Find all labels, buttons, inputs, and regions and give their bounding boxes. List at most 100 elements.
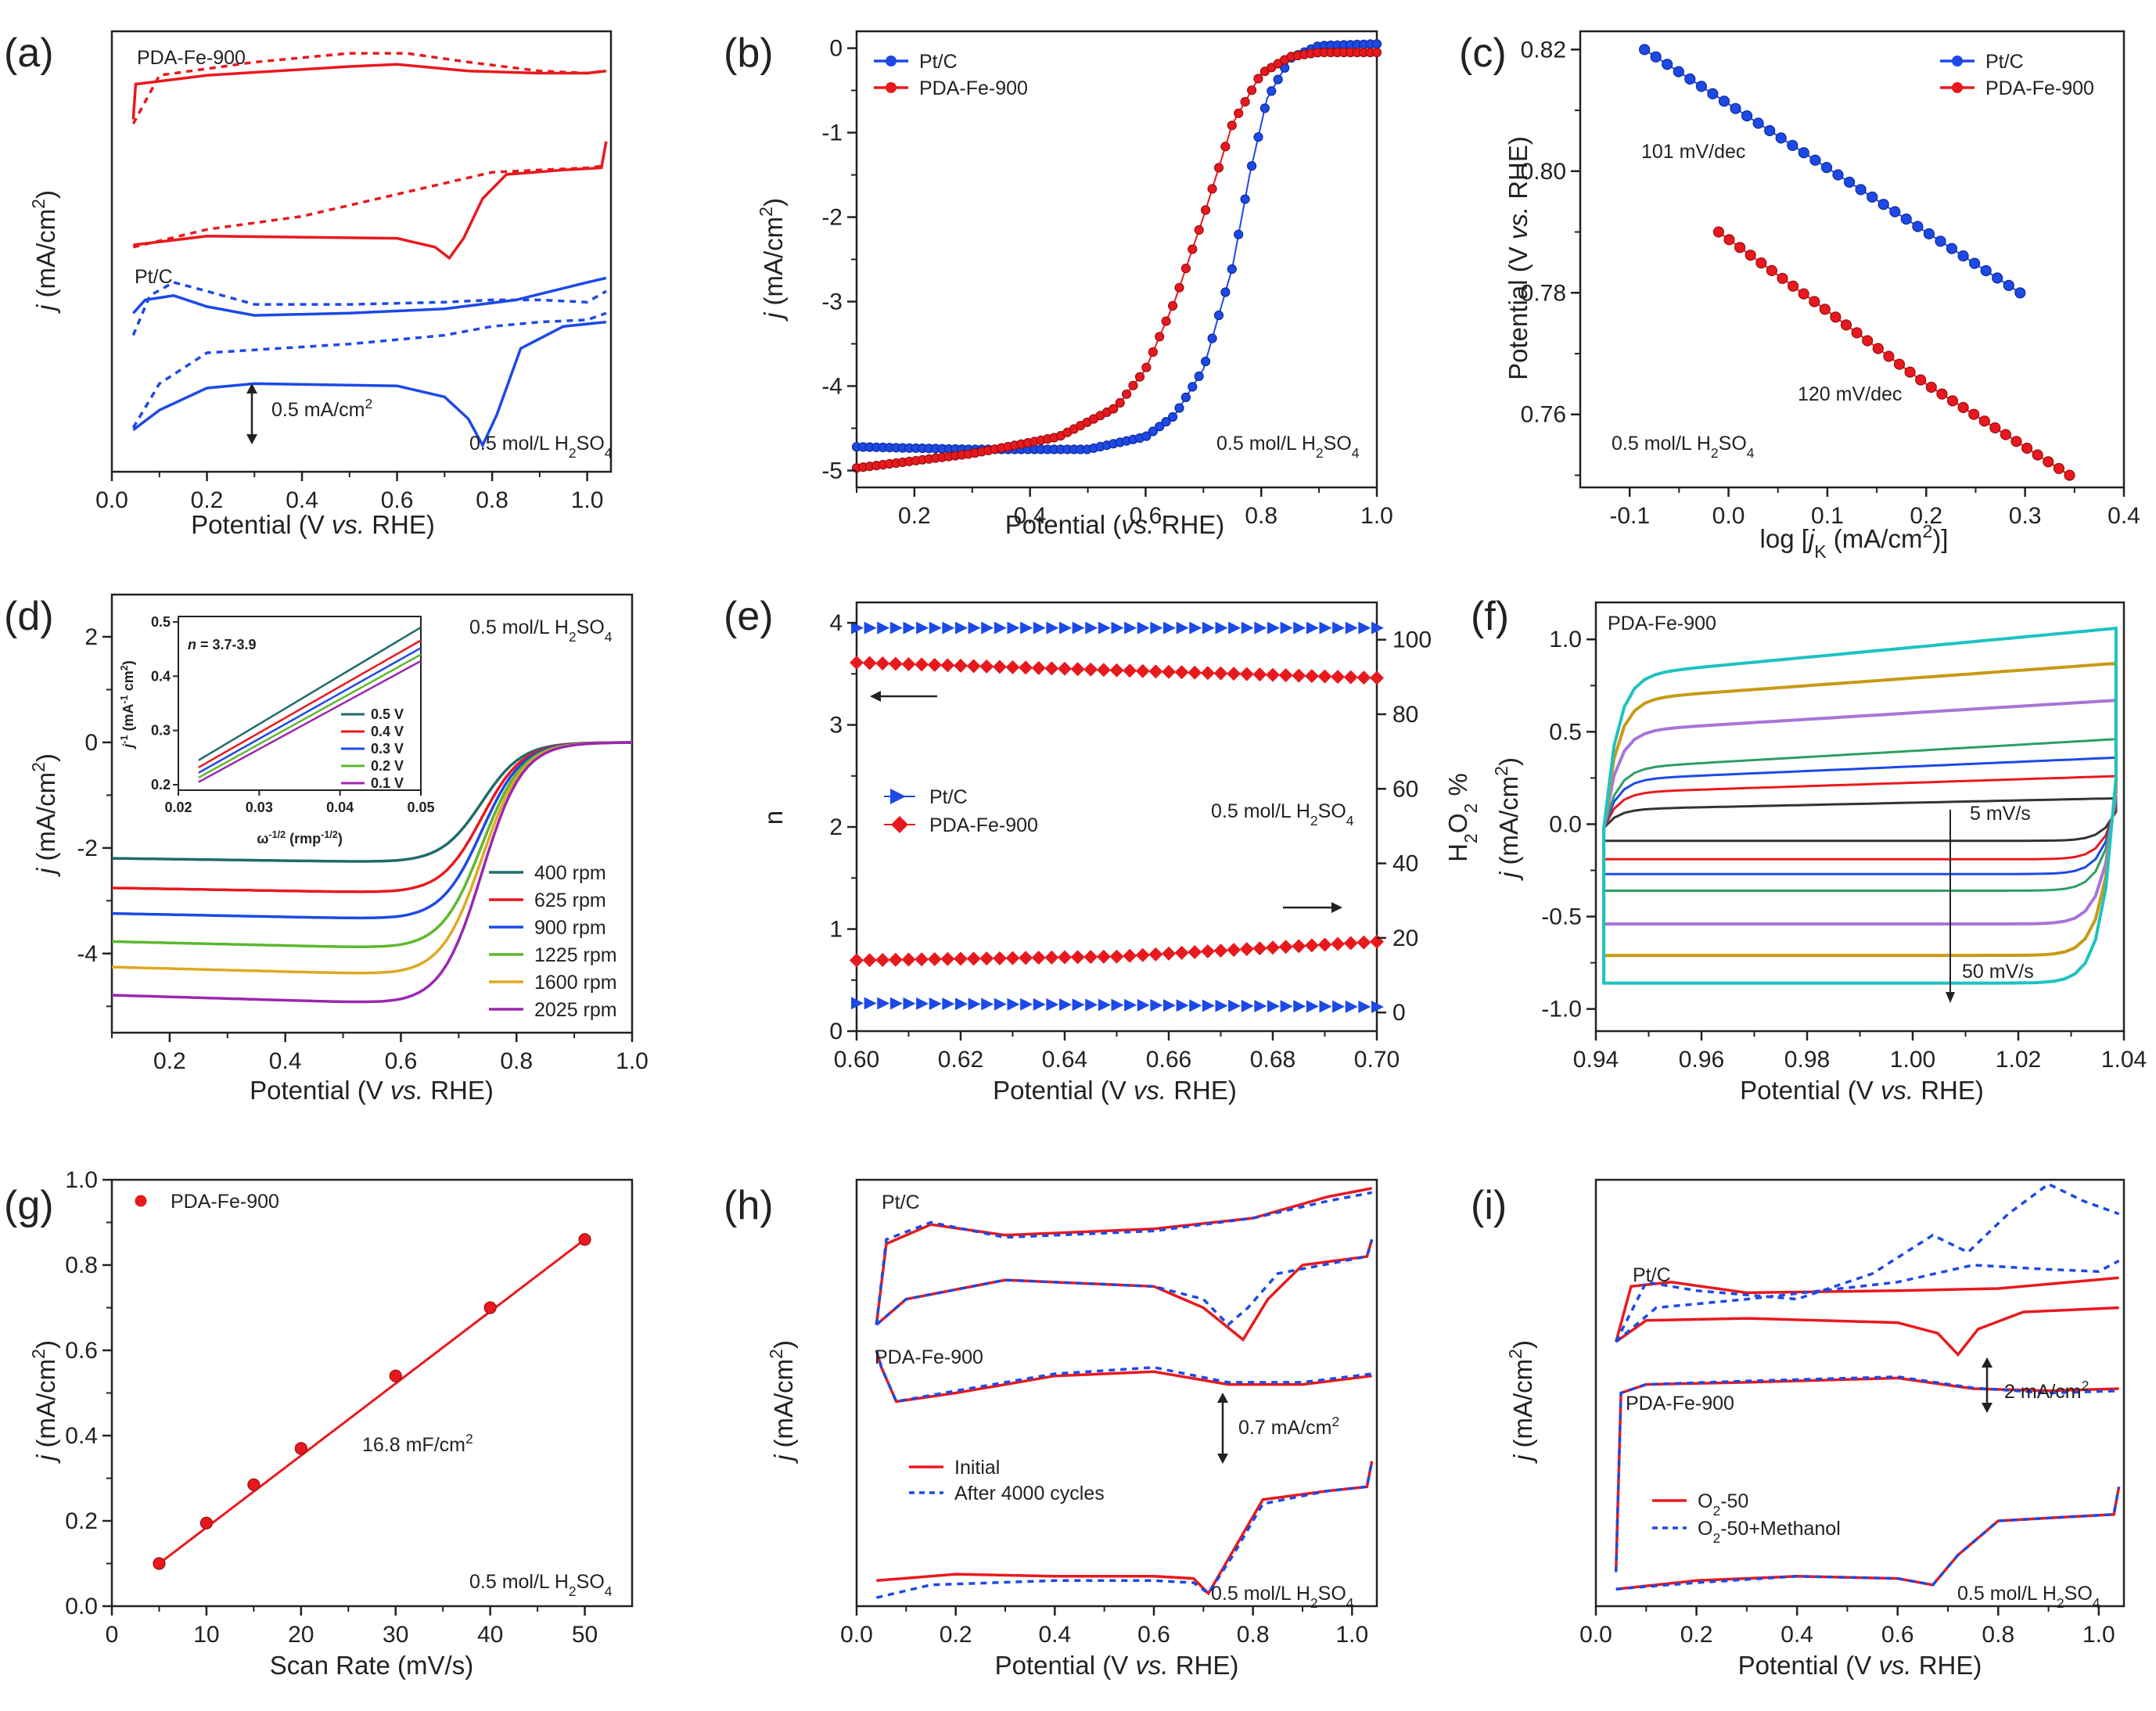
tafel-marker [1752,117,1764,129]
triangle-marker [1189,999,1202,1012]
x-tick-label: 0.98 [1784,1047,1830,1073]
cv-loop [1602,796,2118,843]
x-axis-label: Potential (V vs. RHE) [1740,1076,1984,1105]
tafel-marker [1893,358,1906,370]
tafel-marker [1878,199,1889,210]
inset-annotation: n = 3.7-3.9 [188,637,257,652]
x-tick-label: 0.0 [1579,1622,1612,1648]
lsv-marker [1128,380,1138,390]
diamond-marker [1123,663,1137,678]
triangle-marker [1345,1000,1358,1013]
triangle-marker [968,621,981,634]
lsv-marker [1246,85,1257,95]
series-annotation: PDA-Fe-900 [137,47,246,69]
triangle-marker [1254,621,1267,634]
diamond-marker [1331,936,1346,951]
triangle-marker [955,997,968,1011]
tafel-slope-label: 120 mV/dec [1798,383,1902,405]
diamond-marker [1266,940,1280,955]
x-tick-label: 0.1 [1811,503,1844,529]
plot-frame [110,593,634,1034]
triangle-marker [1059,621,1072,634]
triangle-marker [1072,621,1085,634]
legend-item: PDA-Fe-900 [874,77,1028,99]
diamond-marker [850,953,864,968]
triangle-marker [1137,621,1150,634]
diamond-marker [979,659,994,674]
x-tick-label: 20 [288,1622,314,1648]
tafel-marker [1673,66,1684,77]
lsv-marker [1213,310,1224,321]
scale-bar-arrowhead [246,434,257,444]
triangle-marker [1228,621,1241,634]
x-tick-label: 0.0 [95,487,128,513]
x-tick-label: 0.96 [1679,1047,1724,1073]
triangle-marker [1358,1000,1371,1013]
tafel-marker [1925,381,1937,394]
diamond-marker [1331,670,1346,685]
panel-label: (c) [1459,31,1507,76]
y-tick-label: 0.5 [151,614,171,630]
diamond-marker [1239,942,1254,957]
panel-f: 0.94 0.96 0.98 1.00 1.02 1.04 -1.0 -0.5 0.0 0.5 1.… [1471,594,2147,1105]
legend-item: PDA-Fe-900 [135,1191,279,1213]
diamond-marker [1083,662,1098,677]
triangle-marker [903,621,916,634]
data-point [199,1516,214,1529]
inset-x-axis-label: ω-1/2 (rmp-1/2) [257,829,343,847]
diamond-marker [875,656,890,670]
lsv-marker [1259,103,1270,113]
tafel-marker [1809,296,1820,307]
y-tick-label: 3 [829,713,843,739]
diamond-marker [1356,670,1371,685]
lsv-marker [1194,225,1204,235]
diamond-marker [1266,667,1280,682]
x-tick-label: 0.2 [898,503,931,529]
plot-frame [855,1178,1378,1608]
triangle-marker [864,621,877,634]
electrolyte-note: 0.5 mol/L H2SO4 [1211,1583,1354,1611]
kl-line [198,653,422,779]
x-tick-label: 0.66 [1146,1047,1191,1073]
legend-label: Initial [954,1457,1000,1479]
lsv-marker [1188,244,1198,254]
tafel-marker [1889,206,1901,217]
triangle-marker [929,621,942,634]
diamond-marker [862,656,877,670]
lsv-marker [1240,194,1250,204]
plot-frame [855,30,1378,489]
diamond-marker [1058,661,1072,676]
x-tick-label: 0.62 [938,1047,983,1073]
tafel-marker [1992,272,2003,284]
triangle-marker [942,997,955,1011]
panel-label: (h) [724,1183,774,1228]
y-tick-label: 0 [829,36,843,62]
data-point [294,1442,307,1455]
diamond-marker [992,660,1007,674]
diamond-marker [1044,661,1059,676]
cv-curve [875,1187,1373,1325]
lsv-marker [1227,264,1237,274]
tafel-marker [1745,250,1756,261]
triangle-marker [1072,998,1085,1012]
y-tick-label: 0.2 [65,1508,98,1534]
diamond-marker [1083,950,1098,965]
y-tick-label: 0.82 [1521,37,1566,63]
plot-frame [1594,601,2125,1033]
x-tick-label: 1.0 [616,1048,649,1074]
inset-legend-label: 0.1 V [371,775,404,791]
diamond-marker [927,657,942,672]
legend-label: O2-50+Methanol [1698,1518,1841,1546]
x-tick-label: 0.8 [500,1048,533,1074]
electrolyte-note: 0.5 mol/L H2SO4 [1211,800,1354,829]
tafel-marker [1855,184,1867,196]
diamond-marker [1252,667,1267,682]
triangle-marker [1046,621,1059,634]
tafel-marker [1718,95,1730,107]
diamond-marker [1096,663,1111,678]
scale-bar-label: 0.7 mA/cm2 [1238,1414,1339,1439]
diamond-marker [915,952,929,967]
cv-loop [1602,661,2118,958]
triangle-marker [994,997,1007,1011]
triangle-marker [994,621,1007,634]
